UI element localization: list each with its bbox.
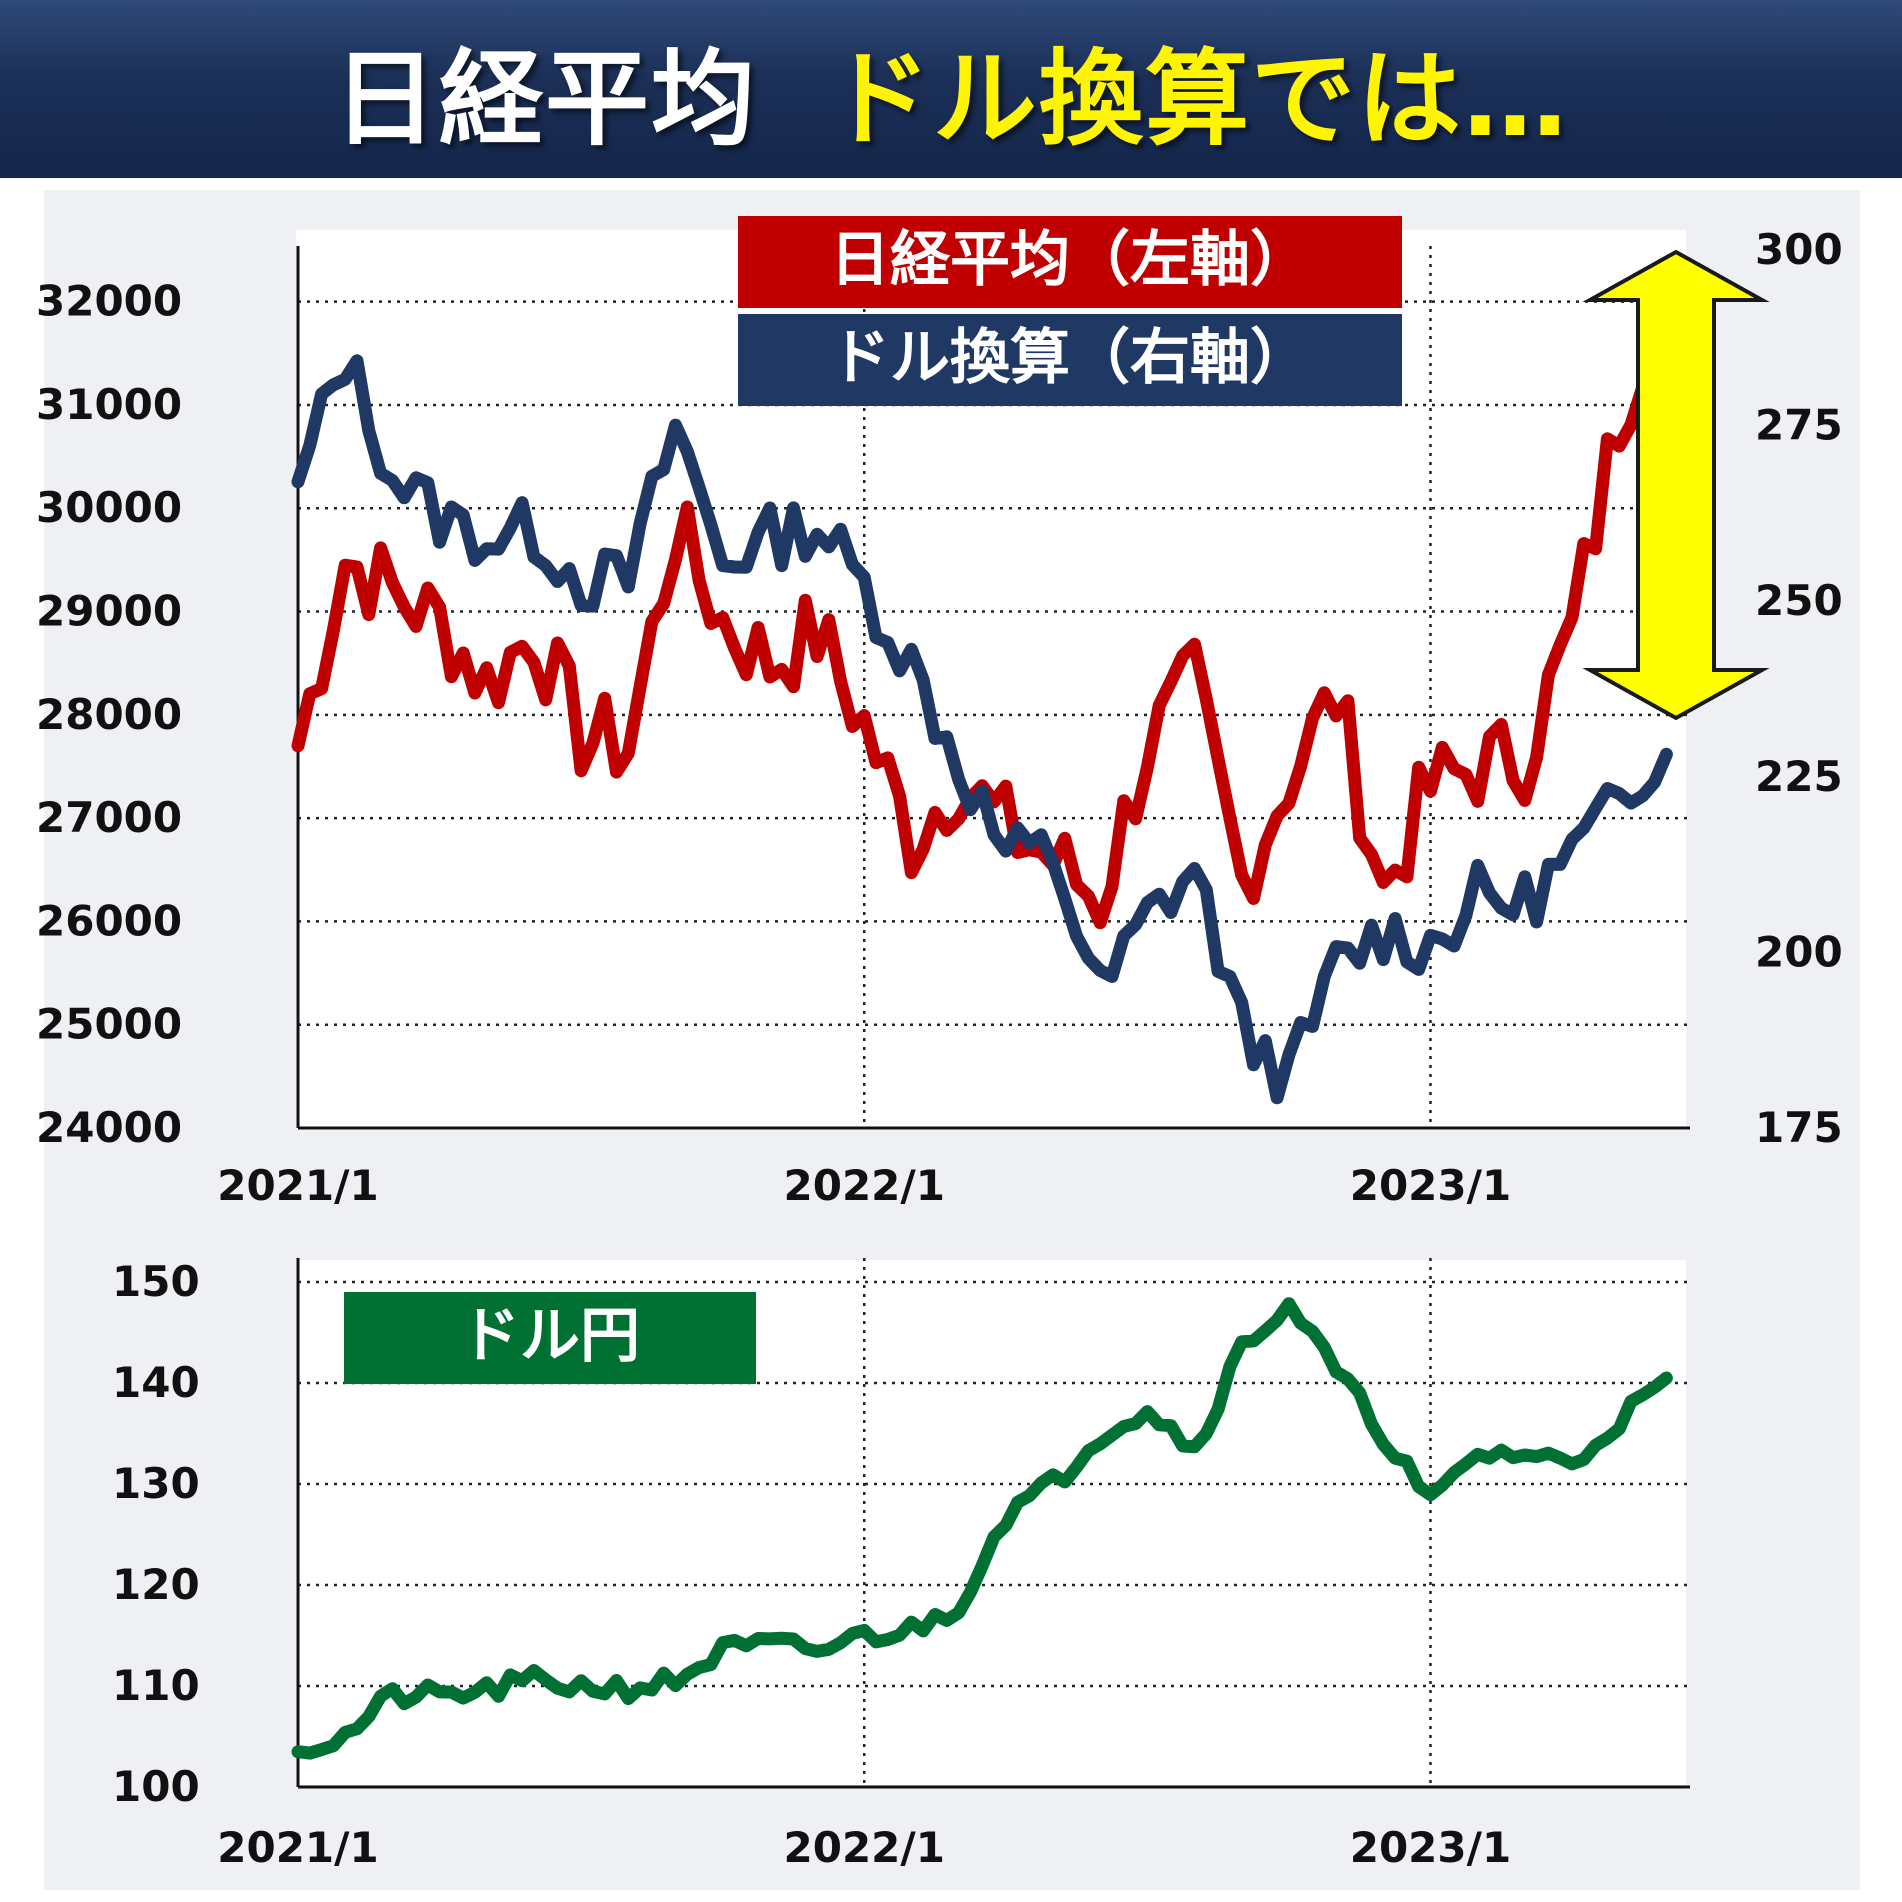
- top-xtick-2: 2023/1: [1350, 1161, 1511, 1210]
- series-dollar-line: [291, 354, 1673, 1105]
- legend-dollar-label: ドル換算（右軸）: [830, 323, 1310, 393]
- axes: [296, 246, 1690, 1789]
- top-xtick-0: 2021/1: [217, 1161, 378, 1210]
- legend-nikkei-box: [738, 216, 1402, 308]
- jpy-tick-150: 150: [112, 1257, 200, 1306]
- right-tick-175: 175: [1755, 1103, 1843, 1152]
- legend-usdjpy-box: [344, 1292, 756, 1384]
- legend-dollar-box: [738, 314, 1402, 406]
- right-tick-225: 225: [1755, 752, 1843, 801]
- legends: 日経平均（左軸） ドル換算（右軸） ドル円: [344, 216, 1402, 1384]
- bottom-xtick-2: 2023/1: [1350, 1823, 1511, 1872]
- left-tick-28000: 28000: [36, 690, 182, 739]
- left-tick-31000: 31000: [36, 380, 182, 429]
- right-tick-275: 275: [1755, 401, 1843, 450]
- right-tick-250: 250: [1755, 576, 1843, 625]
- right-tick-300: 300: [1755, 225, 1843, 274]
- left-tick-26000: 26000: [36, 896, 182, 945]
- jpy-tick-140: 140: [112, 1358, 200, 1407]
- right-tick-200: 200: [1755, 927, 1843, 976]
- double-arrow-icon: [1582, 249, 1770, 721]
- left-tick-25000: 25000: [36, 1000, 182, 1049]
- jpy-tick-120: 120: [112, 1560, 200, 1609]
- left-tick-32000: 32000: [36, 277, 182, 326]
- left-tick-30000: 30000: [36, 483, 182, 532]
- title-banner: 日経平均 ドル換算では…: [0, 0, 1902, 178]
- left-tick-27000: 27000: [36, 793, 182, 842]
- tick-labels: 24000 25000 26000 27000 28000 29000 30000 31000…: [36, 225, 1843, 1872]
- jpy-tick-130: 130: [112, 1459, 200, 1508]
- chart-background: [44, 190, 1860, 1890]
- jpy-tick-100: 100: [112, 1762, 200, 1811]
- left-tick-24000: 24000: [36, 1103, 182, 1152]
- bottom-xtick-0: 2021/1: [217, 1823, 378, 1872]
- legend-nikkei-label: 日経平均（左軸）: [830, 225, 1310, 295]
- title-main: 日経平均: [332, 37, 757, 160]
- bottom-xtick-1: 2022/1: [784, 1823, 945, 1872]
- series-usdjpy-line: [291, 1297, 1673, 1760]
- title-sub: ドル換算では…: [827, 37, 1570, 160]
- left-tick-29000: 29000: [36, 587, 182, 636]
- series-lines: [291, 271, 1673, 1760]
- annotation-arrow: [1582, 249, 1770, 721]
- jpy-tick-110: 110: [112, 1661, 200, 1710]
- legend-usdjpy-label: ドル円: [460, 1301, 640, 1371]
- top-xtick-1: 2022/1: [784, 1161, 945, 1210]
